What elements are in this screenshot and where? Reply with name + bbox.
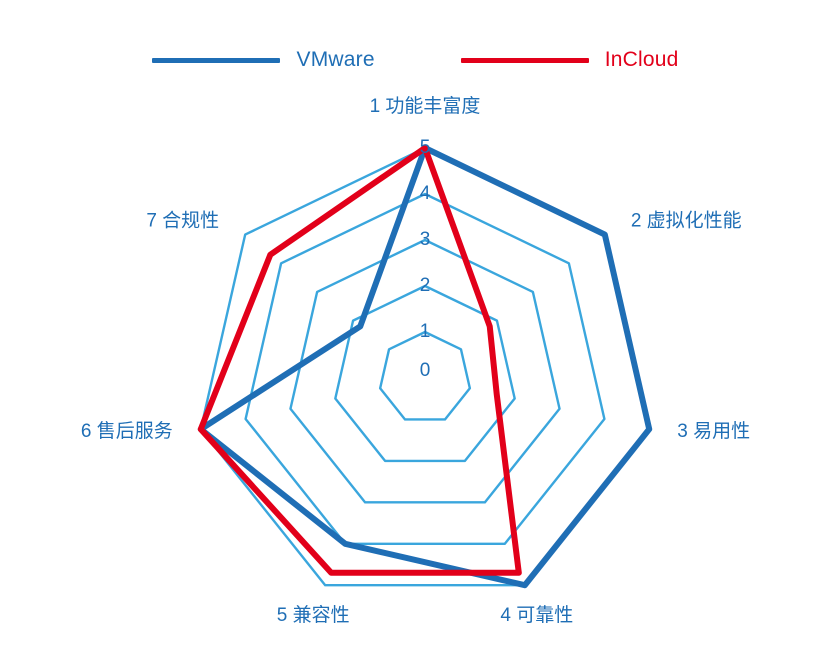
radial-tick-3: 3	[420, 229, 431, 250]
grid-ring-1	[378, 330, 472, 421]
axis-label-7: 7 合规性	[146, 210, 219, 232]
axis-label-2: 2 虚拟化性能	[631, 210, 742, 232]
series-polygon-incloud	[197, 145, 522, 576]
legend-item-vmware[interactable]: VMware	[152, 48, 375, 72]
axis-label-1: 1 功能丰富度	[370, 95, 481, 117]
radial-tick-labels: 0 1 2 3 4 5	[420, 137, 431, 381]
axis-label-5: 5 兼容性	[277, 604, 350, 626]
axis-label-4: 4 可靠性	[500, 604, 573, 626]
radial-tick-4: 4	[420, 183, 431, 204]
axis-label-3: 3 易用性	[677, 420, 750, 442]
axis-label-6: 6 售后服务	[81, 420, 173, 442]
legend-swatch-vmware	[152, 57, 281, 63]
category-axis-labels: 1 功能丰富度 2 虚拟化性能 3 易用性 4 可靠性 5 兼容性 6 售后服务 7 合规性	[81, 95, 750, 626]
chart-legend: VMware InCloud	[0, 36, 831, 84]
legend-swatch-incloud	[460, 57, 589, 63]
radial-tick-2: 2	[420, 275, 431, 296]
series-polygon-vmware	[197, 145, 653, 589]
radial-tick-1: 1	[420, 321, 431, 342]
radial-tick-5: 5	[420, 137, 431, 158]
grid-ring-3	[289, 238, 561, 504]
radar-series	[197, 145, 653, 589]
legend-item-incloud[interactable]: InCloud	[460, 48, 679, 72]
legend-label-incloud: InCloud	[604, 48, 679, 71]
grid-ring-4	[244, 192, 606, 545]
legend-label-vmware: VMware	[296, 48, 375, 71]
radial-tick-0: 0	[420, 360, 431, 381]
